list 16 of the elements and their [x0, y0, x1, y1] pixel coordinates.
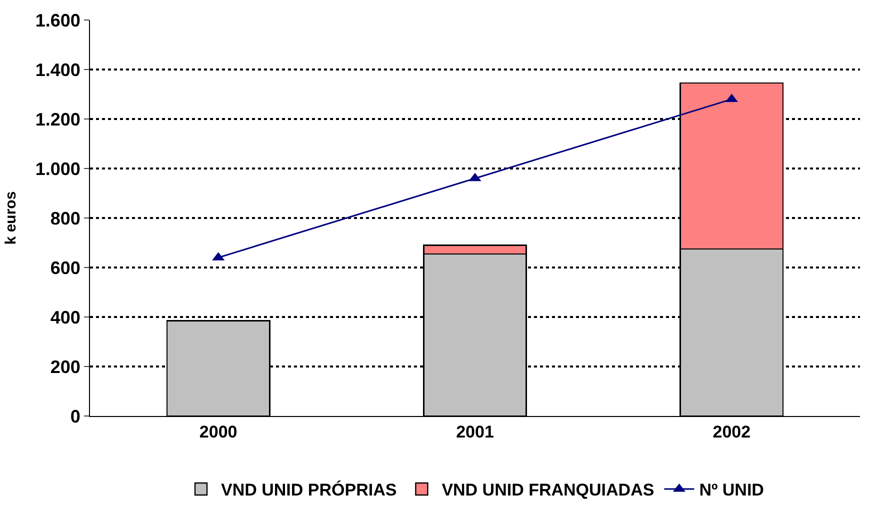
x-tick-label: 2001 — [456, 422, 494, 442]
y-tick-label: 800 — [50, 208, 80, 228]
legend-label: VND UNID PRÓPRIAS — [221, 480, 397, 500]
y-tick-label: 400 — [50, 307, 80, 328]
legend-label: Nº UNID — [699, 480, 764, 500]
y-tick-label: 1.200 — [35, 109, 80, 130]
x-tick-label: 2000 — [199, 422, 238, 442]
x-tick-label: 2002 — [712, 422, 751, 442]
y-tick-label: 600 — [50, 258, 80, 278]
y-axis-title: k euros — [2, 191, 20, 245]
y-tick-label: 1.000 — [35, 158, 80, 179]
legend-label: VND UNID FRANQUIADAS — [442, 480, 654, 500]
y-tick-label: 200 — [50, 356, 80, 377]
y-tick-label: 0 — [70, 406, 80, 426]
y-tick-label: 1.400 — [35, 60, 80, 80]
y-tick-label: 1.600 — [35, 10, 80, 30]
